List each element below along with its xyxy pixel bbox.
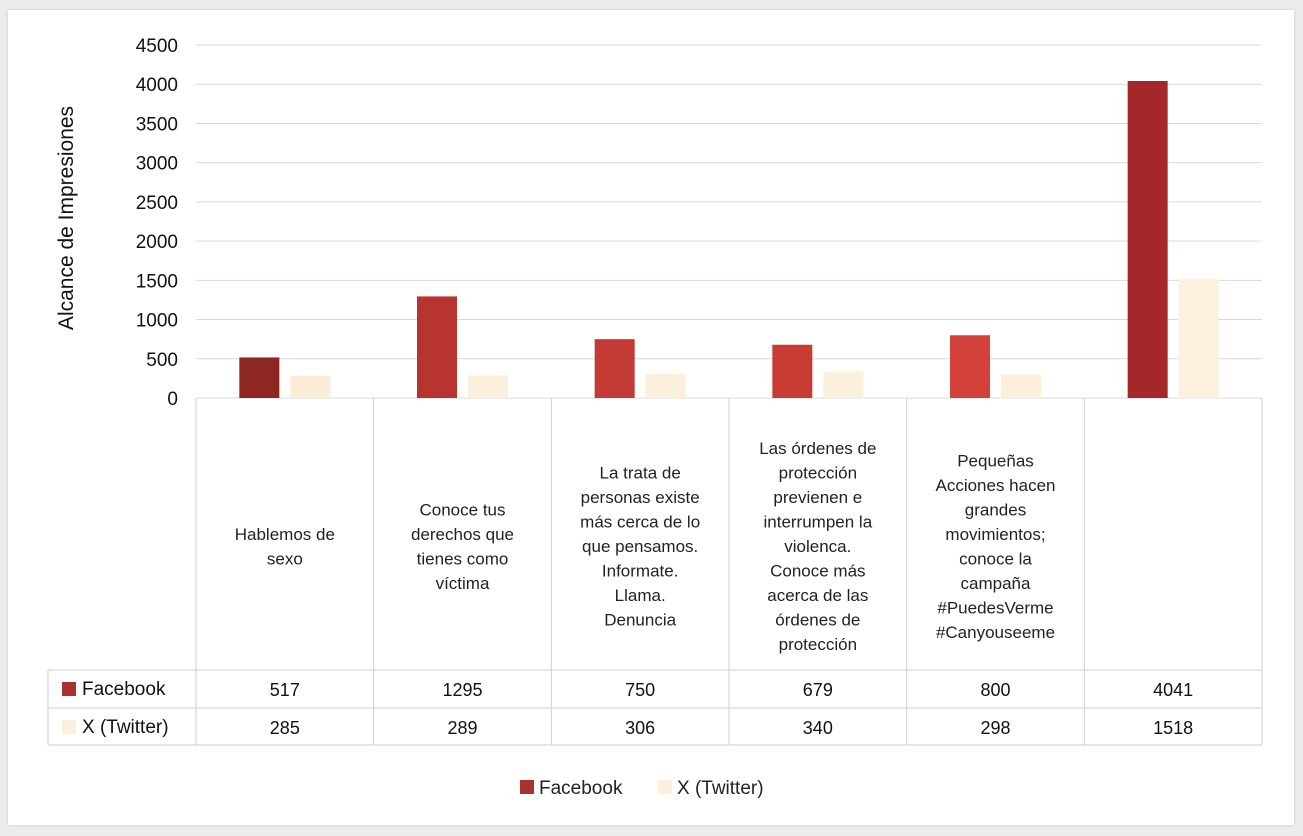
y-tick-label: 3000 [136, 154, 178, 175]
data-label: 679 [803, 680, 833, 700]
data-label: 800 [980, 680, 1010, 700]
y-tick-label: 2500 [136, 193, 178, 214]
category-label: Denuncia [604, 611, 676, 630]
y-tick-label: 4500 [136, 36, 178, 57]
bar-twitter [1001, 374, 1041, 398]
category-label: previenen e [773, 488, 862, 507]
category-label: sexo [267, 549, 303, 568]
category-label: movimientos; [945, 525, 1045, 544]
category-label: acerca de las [767, 586, 868, 605]
y-tick-label: 2000 [136, 232, 178, 253]
category-label: La trata de [600, 464, 681, 483]
bar-facebook [950, 335, 990, 398]
bar-twitter [468, 375, 508, 398]
bar-facebook [417, 296, 457, 398]
bar-facebook [239, 357, 280, 398]
y-tick-label: 1000 [136, 311, 178, 332]
y-tick-label: 4000 [136, 75, 178, 96]
twitter-key-swatch [62, 720, 76, 734]
data-table: Hablemos de sexo Conoce tus derechos que tie… [47, 398, 1263, 746]
category-label: Las órdenes de [759, 439, 876, 458]
category-label: derechos que [411, 525, 514, 544]
bar-twitter [290, 375, 331, 398]
legend-label: X (Twitter) [677, 778, 764, 799]
legend-label: Facebook [539, 778, 623, 799]
data-label: 340 [803, 718, 833, 738]
row-label: X (Twitter) [82, 717, 169, 738]
category-label: protección [779, 464, 857, 483]
category-label: personas existe [581, 488, 700, 507]
gridlines [196, 44, 1262, 399]
chart-paper [8, 10, 1294, 825]
data-label: 289 [447, 718, 477, 738]
category-label: #Canyouseeme [936, 623, 1055, 642]
bar-twitter [1178, 278, 1219, 398]
data-label: 1295 [442, 680, 482, 700]
category-label: tienes como [417, 549, 509, 568]
y-tick-label: 1500 [136, 271, 178, 292]
bar-facebook [772, 344, 813, 398]
data-label: 285 [270, 718, 300, 738]
data-label: 306 [625, 718, 655, 738]
bar-facebook [594, 339, 635, 398]
category-label: campaña [961, 574, 1031, 593]
category-label: Pequeñas [957, 451, 1034, 470]
bars [239, 81, 1219, 399]
category-label: protección [779, 635, 857, 654]
category-label: conoce la [959, 549, 1032, 568]
category-label: interrumpen la [763, 513, 872, 532]
y-tick-label: 0 [167, 389, 178, 410]
y-axis-ticks: 0 500 1000 1500 2000 2500 3000 3500 4000 4500 [136, 36, 178, 410]
y-axis-label: Alcance de Impresiones [55, 106, 78, 330]
y-tick-label: 3500 [136, 114, 178, 135]
data-label: 4041 [1153, 680, 1193, 700]
data-label: 1518 [1153, 718, 1193, 738]
category-label: más cerca de lo [580, 513, 700, 532]
category-label: grandes [965, 500, 1026, 519]
data-label: 750 [625, 680, 655, 700]
category-label: Conoce tus [420, 500, 506, 519]
category-label: que pensamos. [582, 537, 698, 556]
legend: Facebook X (Twitter) [520, 778, 764, 799]
category-label: Informate. [602, 562, 679, 581]
category-label: órdenes de [775, 611, 860, 630]
category-label: víctima [436, 574, 490, 593]
category-label: Acciones hacen [935, 476, 1055, 495]
data-label: 517 [270, 680, 300, 700]
category-label: #PuedesVerme [937, 598, 1053, 617]
y-tick-label: 500 [146, 350, 178, 371]
row-label: Facebook [82, 679, 166, 700]
facebook-key-swatch [62, 682, 76, 696]
data-label: 298 [980, 718, 1010, 738]
bar-facebook [1127, 81, 1168, 399]
category-label: Conoce más [770, 562, 865, 581]
legend-swatch-facebook [520, 780, 534, 794]
category-label: Hablemos de [235, 525, 335, 544]
table-grid-lines [47, 669, 1262, 746]
bar-twitter [645, 373, 686, 398]
bar-twitter [823, 371, 864, 398]
legend-swatch-twitter [658, 780, 672, 794]
category-label: violenca. [784, 537, 851, 556]
category-label: Llama. [615, 586, 666, 605]
